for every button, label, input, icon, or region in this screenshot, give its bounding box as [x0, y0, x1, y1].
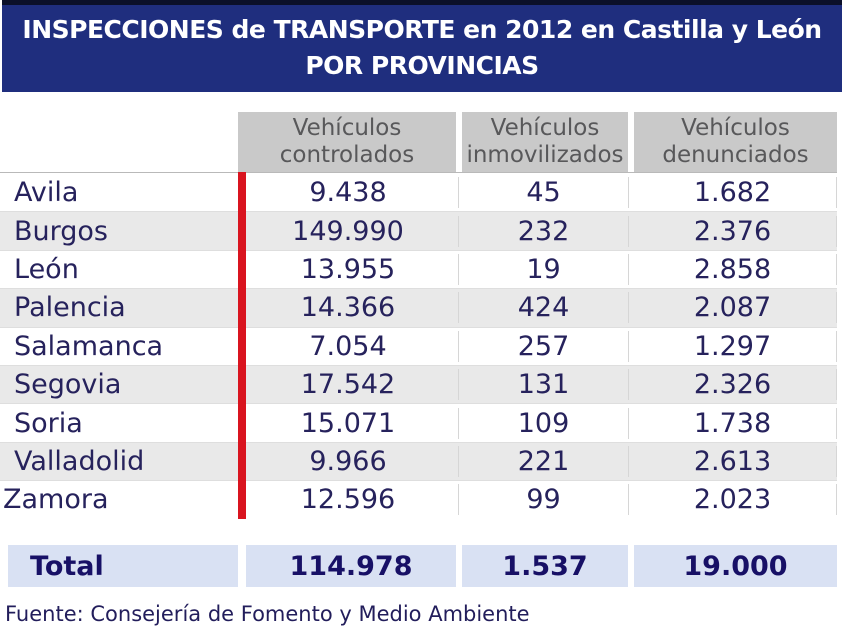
province-cell: Soria — [14, 407, 83, 439]
table-row: Palencia 14.366 424 2.087 — [0, 288, 837, 327]
column-header-controlados: Vehículos controlados — [238, 112, 456, 172]
total-row: Total 114.978 1.537 19.000 — [8, 545, 837, 587]
province-cell: León — [14, 253, 79, 285]
value-cell-inmovilizados: 131 — [459, 369, 629, 401]
province-cell: Valladolid — [14, 445, 145, 477]
province-cell: Salamanca — [14, 330, 164, 362]
table-row: Salamanca 7.054 257 1.297 — [0, 326, 837, 365]
total-controlados: 114.978 — [246, 545, 456, 587]
value-cell-controlados: 17.542 — [238, 369, 459, 401]
value-cell-denunciados: 2.858 — [629, 253, 837, 285]
value-cell-denunciados: 2.613 — [629, 445, 837, 477]
province-cell: Zamora — [3, 484, 109, 516]
value-cell-inmovilizados: 221 — [459, 445, 629, 477]
value-cell-controlados: 9.438 — [238, 176, 459, 208]
source-note: Fuente: Consejería de Fomento y Medio Am… — [5, 602, 530, 626]
table-row: Avila 9.438 45 1.682 — [0, 173, 837, 211]
province-cell: Palencia — [14, 292, 126, 324]
value-cell-denunciados: 2.326 — [629, 369, 837, 401]
value-cell-controlados: 12.596 — [238, 484, 459, 516]
table-row: Segovia 17.542 131 2.326 — [0, 364, 837, 404]
value-cell-inmovilizados: 99 — [459, 484, 629, 516]
red-divider-bar — [238, 172, 246, 519]
value-cell-inmovilizados: 424 — [459, 292, 629, 324]
value-cell-denunciados: 2.376 — [629, 215, 837, 247]
province-cell: Segovia — [14, 369, 122, 401]
value-cell-denunciados: 1.297 — [629, 330, 837, 362]
value-cell-inmovilizados: 19 — [459, 253, 629, 285]
table-row: Soria 15.071 109 1.738 — [0, 403, 837, 441]
total-denunciados: 19.000 — [634, 545, 837, 587]
value-cell-controlados: 7.054 — [238, 330, 459, 362]
column-header-inmovilizados: Vehículos inmovilizados — [462, 112, 628, 172]
table-row: Zamora 12.596 99 2.023 — [0, 480, 837, 518]
value-cell-denunciados: 1.682 — [629, 176, 837, 208]
province-cell: Burgos — [14, 215, 108, 247]
column-headers: Vehículos controlados Vehículos inmovili… — [238, 112, 837, 172]
title-banner: INSPECCIONES de TRANSPORTE en 2012 en Ca… — [2, 0, 842, 92]
value-cell-denunciados: 2.023 — [629, 484, 837, 516]
value-cell-controlados: 14.366 — [238, 292, 459, 324]
value-cell-inmovilizados: 232 — [459, 215, 629, 247]
total-label: Total — [8, 545, 238, 587]
table-row: Burgos 149.990 232 2.376 — [0, 211, 837, 250]
title-line-1: INSPECCIONES de TRANSPORTE en 2012 en Ca… — [22, 15, 822, 44]
value-cell-controlados: 149.990 — [238, 215, 459, 247]
table-row: Valladolid 9.966 221 2.613 — [0, 441, 837, 481]
value-cell-inmovilizados: 257 — [459, 330, 629, 362]
value-cell-controlados: 9.966 — [238, 445, 459, 477]
value-cell-controlados: 15.071 — [238, 407, 459, 439]
value-cell-controlados: 13.955 — [238, 253, 459, 285]
table-body: Avila 9.438 45 1.682 Burgos 149.990 232 … — [0, 172, 837, 519]
column-header-denunciados: Vehículos denunciados — [634, 112, 837, 172]
value-cell-denunciados: 1.738 — [629, 407, 837, 439]
value-cell-inmovilizados: 45 — [459, 176, 629, 208]
total-inmovilizados: 1.537 — [462, 545, 628, 587]
value-cell-denunciados: 2.087 — [629, 292, 837, 324]
province-cell: Avila — [14, 176, 79, 208]
table-row: León 13.955 19 2.858 — [0, 249, 837, 288]
value-cell-inmovilizados: 109 — [459, 407, 629, 439]
title-line-2: POR PROVINCIAS — [305, 51, 539, 80]
